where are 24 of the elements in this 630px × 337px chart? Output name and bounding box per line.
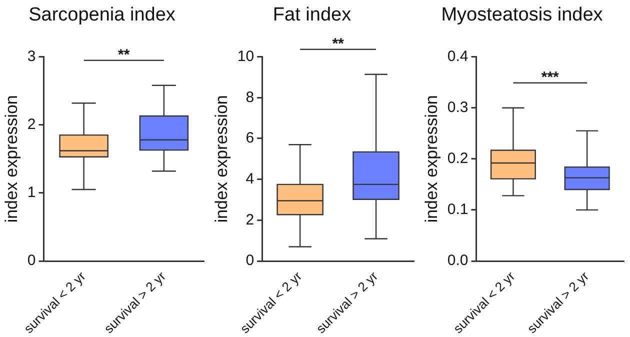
y-tick-label: 3 (27, 48, 36, 65)
y-tick-label: 0.2 (447, 150, 468, 168)
y-tick-label: 0.1 (447, 201, 468, 218)
y-tick-label: 1 (27, 184, 36, 202)
y-axis-title: index expression (422, 95, 441, 223)
y-axis-title: index expression (212, 95, 231, 223)
y-tick-label: 0.4 (447, 48, 468, 65)
annotation: ** (118, 46, 130, 64)
chart-title: Sarcopenia index (28, 4, 176, 26)
chart-title: Myosteatosis index (441, 4, 604, 26)
y-tick-label: 2 (246, 211, 254, 228)
y-tick-label: 0.0 (447, 252, 468, 270)
y-axis-title: index expression (2, 95, 21, 223)
y-tick-label: 0.3 (447, 98, 468, 116)
y-tick-label: 4 (246, 170, 254, 188)
y-tick-label: 2 (27, 116, 36, 134)
y-tick-label: 0 (27, 252, 36, 270)
y-tick-label: 8 (246, 88, 254, 106)
y-tick-label: 6 (246, 130, 254, 147)
y-tick-label: 10 (237, 48, 254, 65)
text: ** (332, 35, 344, 52)
y-tick-label: 0 (246, 252, 254, 270)
annotation: *** (541, 68, 560, 86)
chart-title: Fat index (272, 4, 352, 26)
